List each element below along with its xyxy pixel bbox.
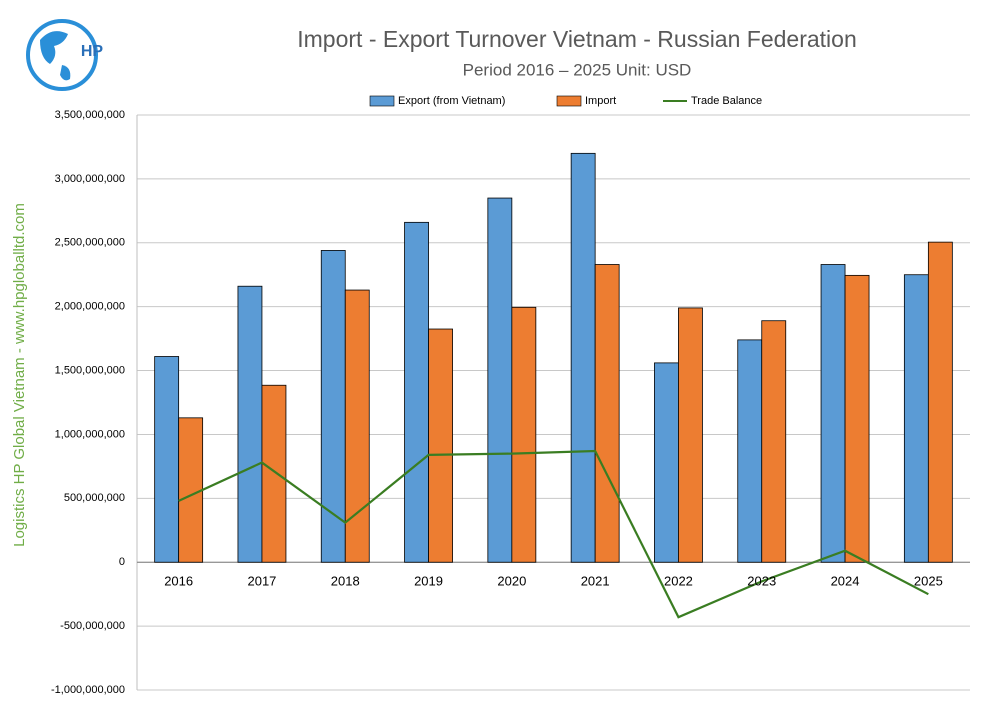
legend-label: Trade Balance: [691, 95, 762, 107]
x-tick-label: 2023: [747, 574, 776, 589]
logo: HP: [26, 19, 104, 91]
bar: [154, 356, 180, 563]
y-tick-label: 1,000,000,000: [55, 428, 125, 440]
bar: [737, 339, 763, 563]
bar: [820, 264, 846, 563]
y-tick-label: -1,000,000,000: [51, 684, 125, 696]
x-tick-label: 2018: [331, 574, 360, 589]
bar: [511, 306, 537, 563]
logo-land: [40, 31, 68, 64]
legend-swatch: [556, 95, 582, 107]
bar: [927, 241, 953, 563]
bar: [844, 274, 870, 563]
bar: [570, 152, 596, 563]
x-tick-label: 2017: [247, 574, 276, 589]
x-tick-label: 2021: [581, 574, 610, 589]
x-tick-label: 2022: [664, 574, 693, 589]
bar: [654, 362, 679, 563]
bar: [678, 307, 703, 563]
y-tick-label: 3,000,000,000: [55, 173, 125, 185]
bar: [261, 384, 287, 563]
logo-land: [60, 65, 71, 81]
bar: [404, 221, 429, 563]
x-tick-label: 2025: [914, 574, 943, 589]
chart-subtitle: Period 2016 – 2025 Unit: USD: [463, 60, 692, 79]
side-text: Logistics HP Global Vietnam - www.hpglob…: [11, 203, 28, 547]
legend-swatch: [369, 95, 395, 107]
bar: [320, 250, 346, 563]
y-tick-label: 0: [119, 556, 125, 568]
y-tick-label: -500,000,000: [60, 620, 125, 632]
logo-text: HP: [81, 43, 104, 60]
bar: [594, 264, 620, 563]
y-tick-label: 500,000,000: [64, 492, 125, 504]
y-tick-label: 2,500,000,000: [55, 237, 125, 249]
bar: [903, 274, 929, 563]
y-tick-label: 1,500,000,000: [55, 364, 125, 376]
trend-line: [178, 449, 929, 619]
bar: [428, 328, 453, 563]
bar: [344, 289, 370, 563]
x-tick-label: 2016: [164, 574, 193, 589]
y-tick-label: 2,000,000,000: [55, 301, 125, 313]
x-tick-label: 2024: [831, 574, 860, 589]
y-tick-label: 3,500,000,000: [55, 109, 125, 121]
legend-label: Import: [585, 95, 616, 107]
legend-label: Export (from Vietnam): [398, 95, 505, 107]
bar: [761, 320, 787, 563]
x-tick-label: 2020: [497, 574, 526, 589]
x-tick-label: 2019: [414, 574, 443, 589]
bar: [487, 197, 513, 563]
bar: [178, 417, 204, 563]
chart-title: Import - Export Turnover Vietnam - Russi…: [297, 26, 856, 52]
bar: [237, 285, 263, 563]
